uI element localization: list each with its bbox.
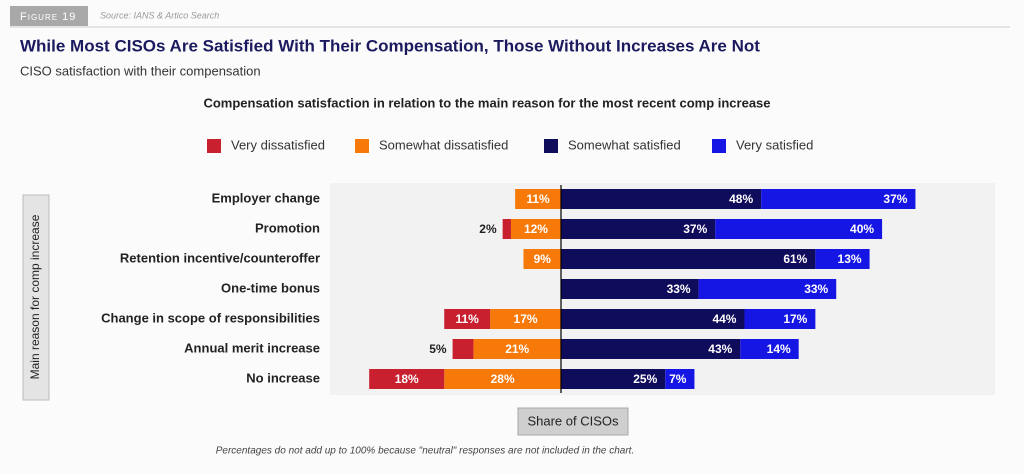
bar-segment — [815, 249, 870, 269]
bar-segment — [444, 369, 561, 389]
value-label: 9% — [534, 252, 552, 266]
category-label: One-time bonus — [221, 280, 320, 295]
category-label: Retention incentive/counteroffer — [120, 250, 320, 265]
value-label: 17% — [783, 312, 807, 326]
legend-swatch — [207, 139, 221, 153]
value-label: 37% — [883, 192, 907, 206]
legend-swatch — [712, 139, 726, 153]
figure-badge — [10, 6, 88, 26]
value-label: 14% — [767, 342, 791, 356]
value-label: 2% — [479, 222, 497, 236]
bar-segment — [665, 369, 695, 389]
value-label: 17% — [514, 312, 538, 326]
bar-segment — [561, 249, 816, 269]
value-label: 37% — [683, 222, 707, 236]
x-label-box — [517, 407, 629, 436]
bar-segment — [561, 219, 716, 239]
bar-segment — [369, 369, 445, 389]
value-label: 25% — [633, 372, 657, 386]
legend-label: Very satisfied — [736, 137, 813, 152]
y-label-box — [22, 194, 50, 401]
value-label: 48% — [729, 192, 753, 206]
bar-segment — [523, 249, 561, 269]
value-label: 18% — [395, 372, 419, 386]
bar-segment — [698, 279, 837, 299]
value-label: 11% — [526, 192, 550, 206]
bar-segment — [561, 309, 745, 329]
x-axis-label: Share of CISOs — [527, 413, 619, 428]
value-label: 21% — [505, 342, 529, 356]
bar-segment — [561, 279, 699, 299]
legend-swatch — [544, 139, 558, 153]
value-label: 43% — [708, 342, 732, 356]
legend-swatch — [355, 139, 369, 153]
bar-segment — [490, 309, 561, 329]
bar-segment — [561, 189, 762, 209]
value-label: 61% — [783, 252, 807, 266]
bar-segment — [561, 369, 666, 389]
bar-segment — [744, 309, 816, 329]
bar-segment — [510, 219, 561, 239]
bar-segment — [444, 309, 491, 329]
legend-label: Somewhat satisfied — [568, 137, 681, 152]
title: While Most CISOs Are Satisfied With Thei… — [20, 36, 760, 55]
bar-segment — [561, 339, 741, 359]
bar-segment — [473, 339, 561, 359]
value-label: 44% — [712, 312, 736, 326]
value-label: 7% — [669, 372, 687, 386]
value-label: 33% — [667, 282, 691, 296]
bar-segment — [502, 219, 511, 239]
value-label: 33% — [804, 282, 828, 296]
category-label: Change in scope of responsibilities — [101, 310, 320, 325]
value-label: 13% — [838, 252, 862, 266]
category-label: Annual merit increase — [184, 340, 320, 355]
legend-label: Very dissatisfied — [231, 137, 325, 152]
source: Source: IANS & Artico Search — [100, 10, 219, 20]
subtitle: CISO satisfaction with their compensatio… — [20, 63, 261, 78]
category-label: Promotion — [255, 220, 320, 235]
category-label: Employer change — [212, 190, 320, 205]
footnote: Percentages do not add up to 100% becaus… — [216, 446, 635, 457]
value-label: 40% — [850, 222, 874, 236]
category-label: No increase — [246, 370, 320, 385]
bar-segment — [715, 219, 883, 239]
legend-label: Somewhat dissatisfied — [379, 137, 508, 152]
figure-label: Figure 19 — [20, 11, 76, 23]
bar-segment — [515, 189, 561, 209]
value-label: 5% — [429, 342, 447, 356]
bar-segment — [761, 189, 916, 209]
value-label: 12% — [524, 222, 548, 236]
value-label: 11% — [455, 312, 479, 326]
plot: Very dissatisfied Somewhat dissatisfied So… — [101, 137, 916, 393]
bar-segment — [452, 339, 474, 359]
bar-segment — [740, 339, 799, 359]
chart-title: Compensation satisfaction in relation to… — [203, 95, 770, 110]
value-label: 28% — [491, 372, 515, 386]
y-axis-label: Main reason for comp increase — [28, 214, 42, 379]
